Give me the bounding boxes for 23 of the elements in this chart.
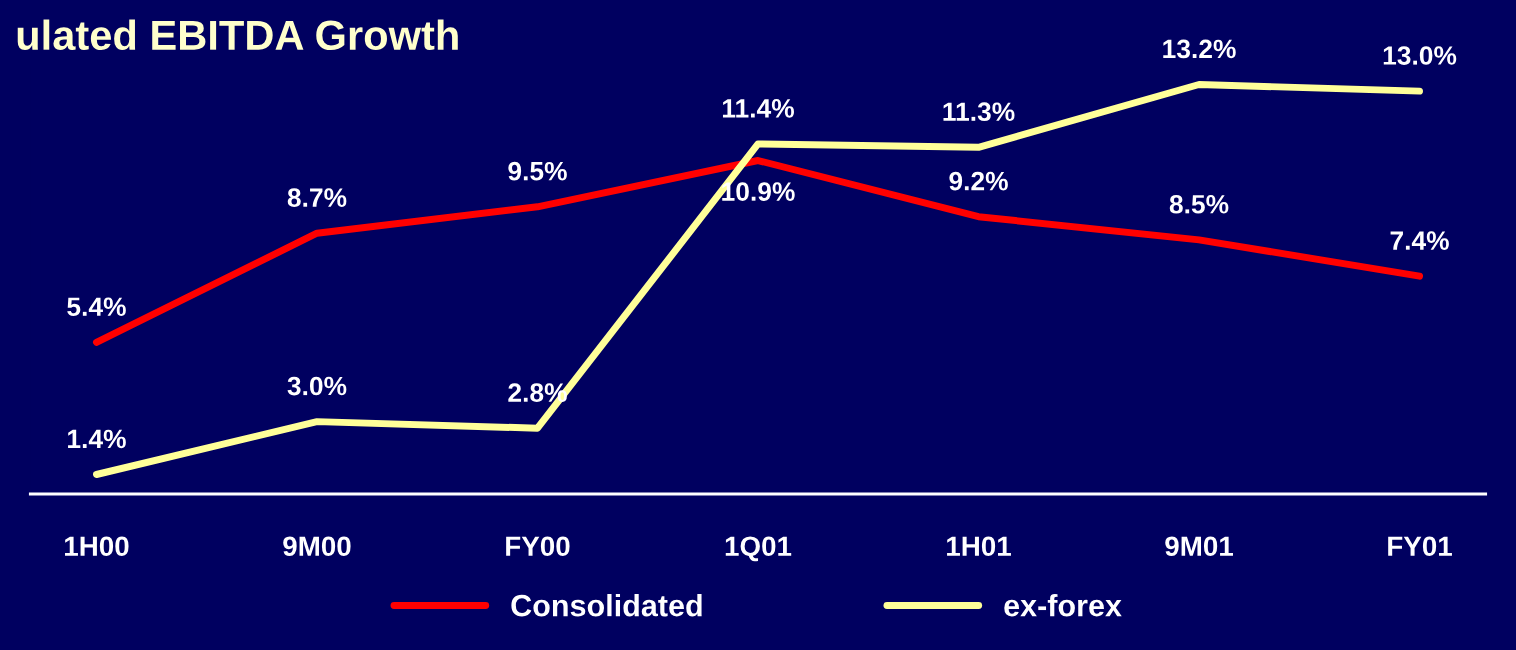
chart-title: ulated EBITDA Growth xyxy=(17,19,458,51)
data-label: 13.2% xyxy=(1163,39,1236,59)
x-tick-label: 9M00 xyxy=(283,536,351,557)
data-label: 7.4% xyxy=(1390,231,1449,250)
legend-label: ex-forex xyxy=(1004,594,1122,617)
x-tick-label: FY00 xyxy=(506,536,570,557)
legend-label: Consolidated xyxy=(511,594,702,617)
data-label: 8.7% xyxy=(287,188,347,207)
x-tick-label: 9M01 xyxy=(1165,536,1233,557)
data-label: 1.4% xyxy=(68,429,126,449)
data-label: 10.9% xyxy=(722,182,795,201)
x-tick-label: 1H01 xyxy=(947,536,1011,557)
data-label: 9.2% xyxy=(949,171,1008,191)
x-tick-label: FY01 xyxy=(1388,536,1452,557)
data-label: 5.4% xyxy=(67,297,126,317)
data-label: 8.5% xyxy=(1169,194,1229,214)
data-label: 3.0% xyxy=(287,376,347,396)
data-label: 11.3% xyxy=(943,102,1015,122)
x-tick-label: 1H00 xyxy=(65,536,129,557)
data-label: 13.0% xyxy=(1383,46,1457,65)
x-tick-label: 1Q01 xyxy=(725,536,792,562)
data-label: 9.5% xyxy=(508,161,567,181)
data-label: 11.4% xyxy=(722,99,794,118)
